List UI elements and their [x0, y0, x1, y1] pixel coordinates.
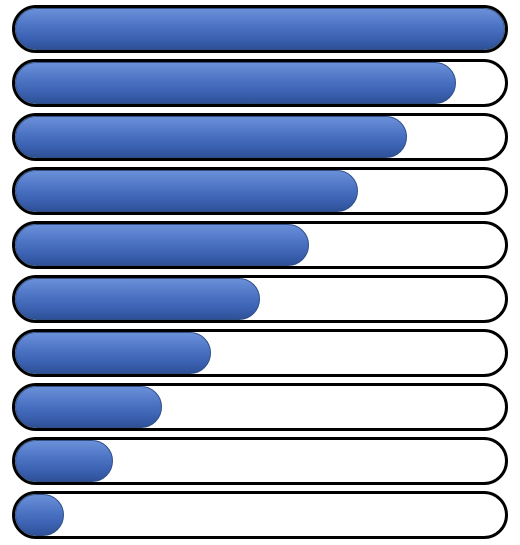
progress-fill-5 [15, 224, 309, 266]
progress-bar-8 [12, 383, 508, 431]
progress-bar-10 [12, 491, 508, 539]
progress-bar-1 [12, 5, 508, 53]
progress-fill-9 [15, 440, 113, 482]
progress-bar-3 [12, 113, 508, 161]
progress-fill-1 [15, 8, 505, 50]
progress-fill-10 [15, 494, 64, 536]
progress-bar-9 [12, 437, 508, 485]
progress-fill-4 [15, 170, 358, 212]
progress-fill-2 [15, 62, 456, 104]
progress-bar-2 [12, 59, 508, 107]
progress-bar-7 [12, 329, 508, 377]
progress-bar-5 [12, 221, 508, 269]
progress-fill-7 [15, 332, 211, 374]
progress-fill-6 [15, 278, 260, 320]
progress-fill-8 [15, 386, 162, 428]
progress-bar-6 [12, 275, 508, 323]
progress-fill-3 [15, 116, 407, 158]
progress-bar-stack [12, 5, 508, 545]
progress-bar-4 [12, 167, 508, 215]
